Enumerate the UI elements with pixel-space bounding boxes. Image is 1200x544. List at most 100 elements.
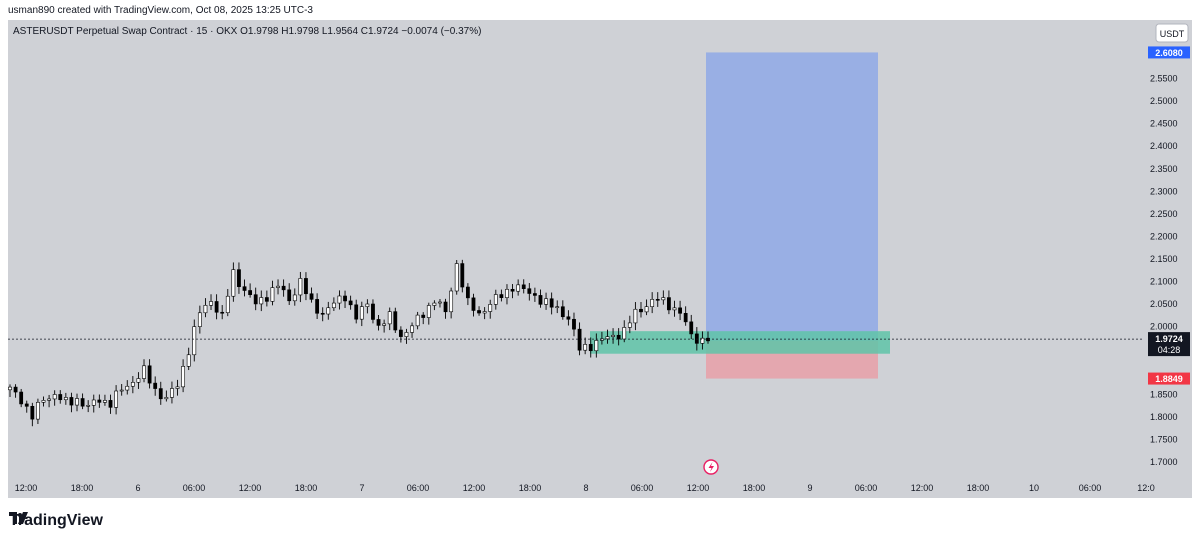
x-tick-label: 06:00 bbox=[855, 483, 878, 493]
candle-body bbox=[24, 403, 29, 407]
candle-body bbox=[538, 295, 543, 305]
candle-body bbox=[326, 307, 331, 315]
candle-body bbox=[460, 263, 465, 288]
candle-body bbox=[499, 294, 504, 298]
brand-name: TradingView bbox=[9, 512, 103, 529]
price-axis[interactable]: 2.5500 2.5000 2.4500 2.4000 2.3500 2.3000 2.25… bbox=[1150, 74, 1178, 467]
candle-body bbox=[130, 382, 135, 387]
candle-body bbox=[108, 400, 113, 408]
candle-body bbox=[410, 325, 414, 333]
y-tick-label: 2.1000 bbox=[1150, 277, 1178, 287]
candle-body bbox=[415, 314, 420, 327]
candle-body bbox=[449, 290, 454, 313]
time-axis[interactable]: 12:00 18:00 6 06:00 12:00 18:00 7 06:00 12:00 18:… bbox=[15, 483, 1155, 493]
x-tick-label: 12:00 bbox=[687, 483, 710, 493]
candle-body bbox=[209, 301, 213, 306]
candle-body bbox=[69, 397, 74, 406]
candle-body bbox=[114, 390, 118, 408]
candle-body bbox=[58, 394, 63, 401]
candle-body bbox=[153, 382, 158, 389]
tradingview-logo[interactable]: TradingView bbox=[9, 512, 103, 530]
candle-body bbox=[281, 285, 286, 291]
y-tick-label: 2.0500 bbox=[1150, 299, 1178, 309]
candle-body bbox=[516, 284, 521, 292]
candle-body bbox=[287, 289, 292, 302]
candle-body bbox=[248, 290, 253, 295]
candle-body bbox=[63, 397, 68, 401]
x-tick-label: 18:00 bbox=[519, 483, 542, 493]
candle-body bbox=[220, 311, 225, 314]
alert-icon[interactable] bbox=[703, 459, 719, 475]
chart-title: ASTERUSDT Perpetual Swap Contract · 15 ·… bbox=[13, 26, 481, 37]
candle-body bbox=[8, 386, 12, 391]
candle-body bbox=[142, 365, 146, 379]
price-chart[interactable]: ASTERUSDT Perpetual Swap Contract · 15 ·… bbox=[8, 20, 1192, 498]
candle-body bbox=[588, 344, 593, 352]
candle-body bbox=[197, 312, 202, 327]
candle-body bbox=[192, 326, 197, 356]
candle-body bbox=[655, 299, 660, 301]
profit-zone[interactable] bbox=[706, 52, 878, 341]
candle-body bbox=[689, 321, 694, 335]
x-tick-label: 12:0 bbox=[1137, 483, 1155, 493]
candle-body bbox=[203, 305, 208, 314]
x-tick-label: 6 bbox=[135, 483, 140, 493]
candle-body bbox=[343, 295, 347, 302]
target-price-label-bg bbox=[1148, 46, 1190, 59]
x-tick-label: 06:00 bbox=[407, 483, 430, 493]
candle-body bbox=[119, 389, 124, 392]
y-tick-label: 1.8500 bbox=[1150, 389, 1178, 399]
y-tick-label: 2.4000 bbox=[1150, 141, 1178, 151]
target-price-label: 2.6080 bbox=[1155, 48, 1183, 58]
x-tick-label: 06:00 bbox=[631, 483, 654, 493]
candle-body bbox=[292, 294, 297, 302]
candle-body bbox=[465, 286, 470, 299]
candle-body bbox=[627, 322, 632, 328]
y-tick-label: 2.2500 bbox=[1150, 209, 1178, 219]
x-tick-label: 7 bbox=[359, 483, 364, 493]
candle-body bbox=[605, 336, 610, 340]
candle-body bbox=[544, 298, 548, 305]
candle-body bbox=[214, 301, 219, 313]
tradingview-logo-icon bbox=[9, 512, 28, 524]
attribution-text: usman890 created with TradingView.com, O… bbox=[8, 5, 313, 16]
candle-body bbox=[175, 386, 180, 389]
candle-body bbox=[505, 288, 509, 298]
candle-body bbox=[52, 394, 57, 400]
candle-body bbox=[103, 400, 107, 403]
candle-body bbox=[616, 334, 621, 340]
y-tick-label: 1.7500 bbox=[1150, 434, 1178, 444]
currency-label: USDT bbox=[1160, 29, 1185, 39]
candle-body bbox=[566, 316, 571, 320]
candle-body bbox=[594, 340, 599, 352]
candle-body bbox=[532, 293, 537, 296]
currency-button[interactable]: USDT bbox=[1155, 23, 1189, 43]
candle-body bbox=[259, 297, 264, 305]
y-tick-label: 2.5500 bbox=[1150, 74, 1178, 84]
position-zones[interactable] bbox=[590, 52, 890, 379]
candle-body bbox=[359, 306, 364, 320]
x-tick-label: 18:00 bbox=[743, 483, 766, 493]
candle-body bbox=[549, 298, 554, 308]
candle-body bbox=[371, 303, 375, 320]
candle-body bbox=[147, 365, 152, 384]
candle-body bbox=[577, 328, 582, 351]
entry-zone[interactable] bbox=[590, 331, 890, 354]
y-tick-label: 2.2000 bbox=[1150, 231, 1178, 241]
candle-body bbox=[170, 388, 174, 398]
chart-frame: ASTERUSDT Perpetual Swap Contract · 15 ·… bbox=[8, 20, 1192, 498]
candle-body bbox=[91, 399, 96, 406]
candle-body bbox=[337, 295, 342, 304]
candle-body bbox=[19, 391, 24, 405]
candle-body bbox=[376, 319, 381, 326]
candle-body bbox=[181, 366, 186, 388]
y-tick-label: 2.1500 bbox=[1150, 254, 1178, 264]
candle-body bbox=[667, 297, 671, 311]
candle-body bbox=[393, 311, 398, 331]
candle-body bbox=[639, 308, 643, 313]
x-tick-label: 18:00 bbox=[71, 483, 94, 493]
candle-body bbox=[365, 303, 370, 307]
candle-body bbox=[661, 297, 666, 301]
candle-body bbox=[493, 294, 498, 305]
